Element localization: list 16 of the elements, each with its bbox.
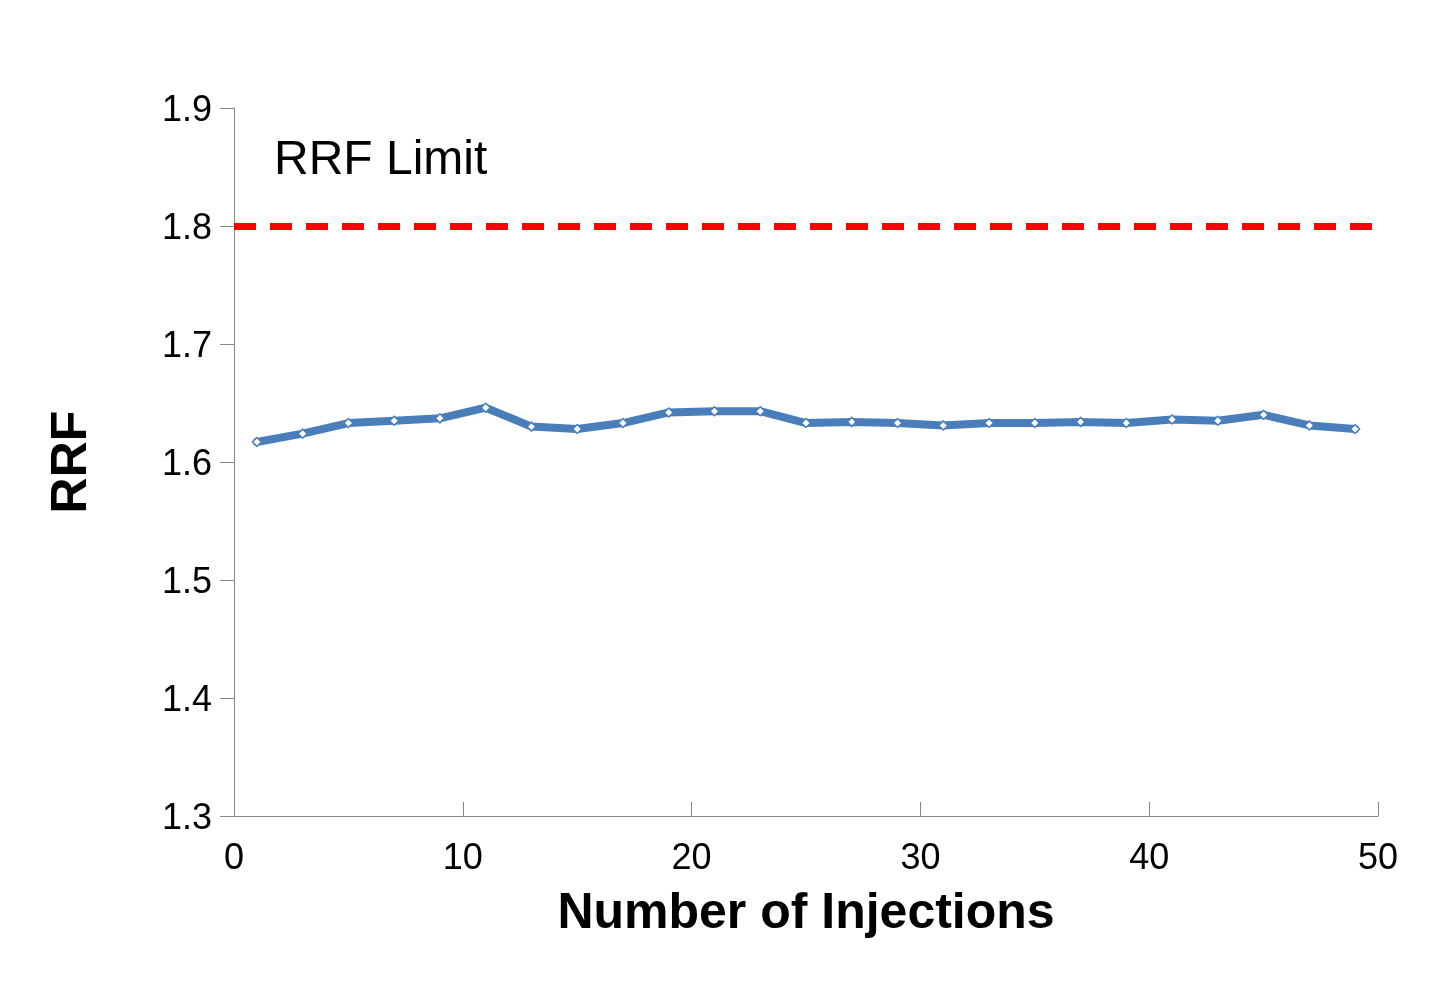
x-axis-title: Number of Injections	[557, 883, 1055, 939]
y-tick-label: 1.7	[161, 323, 212, 365]
y-tick-label: 1.4	[161, 677, 212, 719]
y-tick-label: 1.8	[161, 205, 212, 247]
y-tick-label: 1.5	[161, 559, 212, 601]
y-tick-label: 1.6	[161, 441, 212, 483]
x-tick-label: 40	[1129, 835, 1170, 877]
y-tick-label: 1.3	[161, 795, 212, 837]
x-tick-label: 20	[671, 835, 712, 877]
x-tick-label: 50	[1357, 835, 1399, 877]
y-tick-label: 1.9	[161, 87, 212, 129]
y-axis-title: RRF	[41, 410, 97, 514]
x-tick-label: 10	[442, 835, 483, 877]
x-tick-label: 30	[900, 835, 941, 877]
x-tick-label: 0	[223, 835, 245, 877]
ref-line-label: RRF Limit	[274, 130, 488, 184]
